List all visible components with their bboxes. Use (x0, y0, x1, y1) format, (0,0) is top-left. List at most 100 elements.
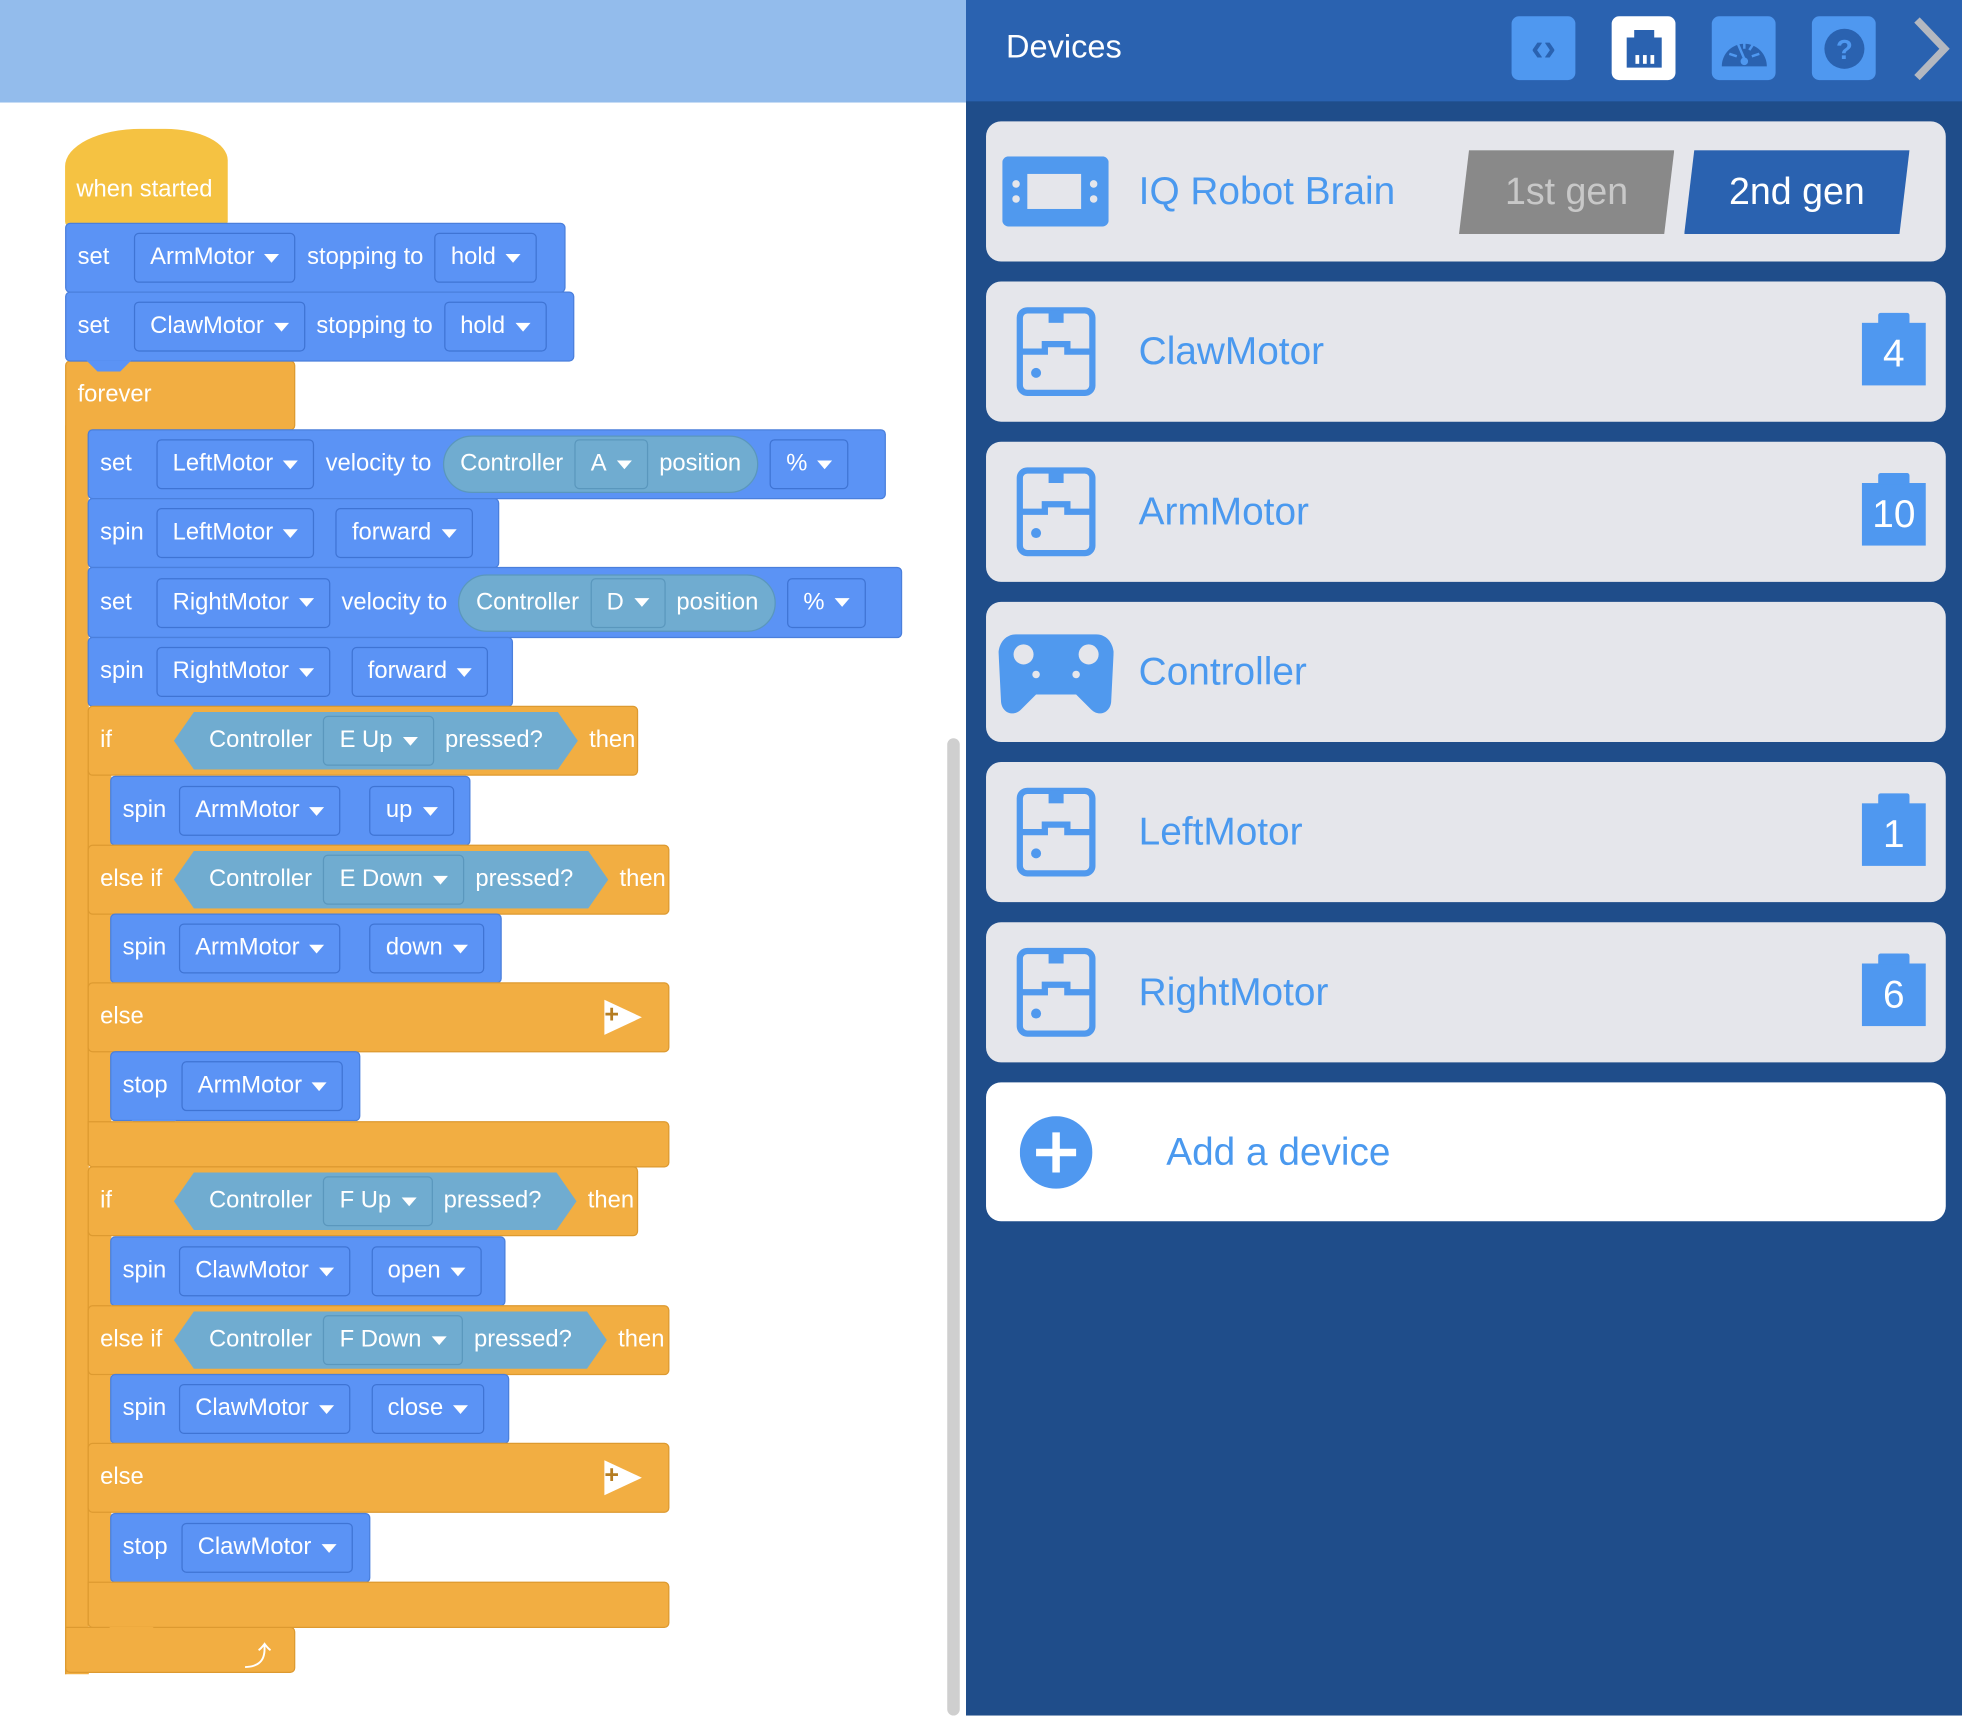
device-dropdown[interactable]: ClawMotor (178, 1383, 351, 1434)
device-clawmotor[interactable]: ClawMotor 4 (986, 281, 1946, 422)
add-else-if-button[interactable] (604, 1460, 642, 1496)
panel-title: Devices (1006, 27, 1122, 66)
block-verb: stop (122, 1072, 168, 1099)
dashboard-button[interactable] (1711, 16, 1776, 81)
stop-block[interactable]: stop ArmMotor (110, 1051, 361, 1122)
block-text: stopping to (307, 244, 424, 271)
stop-block[interactable]: stop ClawMotor (110, 1512, 371, 1583)
direction-dropdown[interactable]: forward (335, 508, 473, 559)
spin-block[interactable]: spin ClawMotor close (110, 1373, 510, 1445)
motor-icon (1016, 307, 1096, 397)
block-verb: spin (122, 797, 167, 824)
device-dropdown[interactable]: ClawMotor (178, 1246, 351, 1297)
block-verb: spin (100, 519, 144, 546)
device-leftmotor[interactable]: LeftMotor 1 (986, 762, 1946, 903)
add-device-button[interactable]: Add a device (986, 1082, 1946, 1222)
code-view-button[interactable]: ‹› (1511, 16, 1576, 81)
set-stopping-block[interactable]: set ClawMotor stopping to hold (65, 291, 575, 362)
device-dropdown[interactable]: LeftMotor (156, 508, 315, 559)
direction-dropdown[interactable]: up (369, 785, 454, 836)
device-dropdown[interactable]: RightMotor (156, 646, 331, 697)
axis-dropdown[interactable]: A (574, 439, 648, 490)
spin-block[interactable]: spin LeftMotor forward (87, 498, 500, 569)
axis-dropdown[interactable]: D (590, 577, 666, 628)
else-block[interactable]: else + (87, 1442, 670, 1513)
port-badge: 10 (1861, 472, 1926, 546)
device-dropdown[interactable]: ArmMotor (133, 232, 296, 283)
block-verb: else if (100, 1326, 163, 1353)
add-else-if-button[interactable] (604, 999, 642, 1035)
spin-block[interactable]: spin ArmMotor down (110, 913, 502, 984)
device-dropdown[interactable]: ArmMotor (178, 785, 341, 836)
then-label: then (618, 1326, 665, 1353)
code-view-icon: ‹› (1530, 26, 1556, 69)
canvas-scrollbar[interactable] (947, 738, 960, 1716)
unit-dropdown[interactable]: % (769, 439, 849, 490)
devices-header: Devices ‹› ? (966, 0, 1962, 102)
device-dropdown[interactable]: ClawMotor (181, 1522, 353, 1573)
block-verb: spin (122, 1257, 167, 1284)
forever-arm (65, 425, 89, 1675)
devices-button[interactable] (1611, 16, 1676, 81)
device-dropdown[interactable]: ArmMotor (181, 1061, 344, 1112)
motor-icon (1016, 947, 1096, 1037)
controller-pressed-condition[interactable]: Controller F Down pressed? (174, 1311, 607, 1369)
else-if-block[interactable]: else if Controller E Down pressed? then (87, 844, 670, 915)
button-dropdown[interactable]: E Up (323, 716, 433, 766)
unit-dropdown[interactable]: % (787, 577, 866, 628)
spin-block[interactable]: spin ArmMotor up (110, 775, 471, 846)
port-badge: 4 (1861, 312, 1926, 386)
device-dropdown[interactable]: RightMotor (156, 577, 331, 628)
direction-dropdown[interactable]: down (369, 923, 485, 974)
button-dropdown[interactable]: F Up (323, 1176, 432, 1226)
device-armmotor[interactable]: ArmMotor 10 (986, 441, 1946, 582)
when-started-block[interactable]: when started (65, 128, 228, 227)
device-controller[interactable]: Controller (986, 601, 1946, 743)
device-rightmotor[interactable]: RightMotor 6 (986, 922, 1946, 1063)
device-name: LeftMotor (1138, 809, 1303, 854)
block-verb: spin (100, 658, 144, 685)
brain-icon (1002, 156, 1109, 227)
direction-dropdown[interactable]: close (371, 1383, 485, 1434)
block-verb: else if (100, 865, 163, 893)
direction-dropdown[interactable]: forward (351, 646, 489, 697)
stopping-dropdown[interactable]: hold (434, 232, 538, 283)
block-verb: else (100, 1003, 144, 1030)
set-stopping-block[interactable]: set ArmMotor stopping to hold (65, 222, 566, 293)
if-arm (87, 1230, 112, 1626)
controller-pressed-condition[interactable]: Controller E Up pressed? (174, 712, 578, 770)
device-dropdown[interactable]: ClawMotor (133, 301, 306, 352)
block-verb: set (100, 588, 132, 616)
spin-block[interactable]: spin RightMotor forward (87, 636, 514, 707)
gen2-toggle[interactable]: 2nd gen (1684, 150, 1909, 234)
devices-panel: Devices ‹› ? IQ Robot Brain 1st gen 2nd … (966, 0, 1962, 1716)
motor-icon (1016, 467, 1096, 557)
else-if-block[interactable]: else if Controller F Down pressed? then (87, 1305, 670, 1376)
workspace-toolbar (0, 0, 967, 103)
device-dropdown[interactable]: ArmMotor (178, 923, 341, 974)
controller-pressed-condition[interactable]: Controller E Down pressed? (174, 851, 608, 909)
brain-name: IQ Robot Brain (1138, 168, 1396, 213)
chevron-right-icon[interactable] (1909, 15, 1952, 83)
gen1-toggle[interactable]: 1st gen (1459, 150, 1674, 234)
device-dropdown[interactable]: LeftMotor (156, 439, 315, 490)
block-verb: set (100, 450, 132, 477)
stopping-dropdown[interactable]: hold (443, 301, 547, 352)
controller-pressed-condition[interactable]: Controller F Up pressed? (174, 1172, 577, 1230)
spin-block[interactable]: spin ClawMotor open (110, 1236, 506, 1307)
help-button[interactable]: ? (1811, 16, 1876, 81)
if-block[interactable]: if Controller E Up pressed? then (87, 705, 639, 776)
brain-card[interactable]: IQ Robot Brain 1st gen 2nd gen (986, 121, 1946, 262)
else-block[interactable]: else + (87, 982, 670, 1053)
button-dropdown[interactable]: E Down (323, 855, 464, 905)
block-verb: spin (122, 934, 167, 961)
if-block[interactable]: if Controller F Up pressed? then (87, 1166, 639, 1237)
block-verb: if (100, 1187, 112, 1214)
direction-dropdown[interactable]: open (371, 1246, 482, 1297)
button-dropdown[interactable]: F Down (323, 1315, 462, 1365)
forever-block[interactable]: forever (65, 360, 296, 431)
